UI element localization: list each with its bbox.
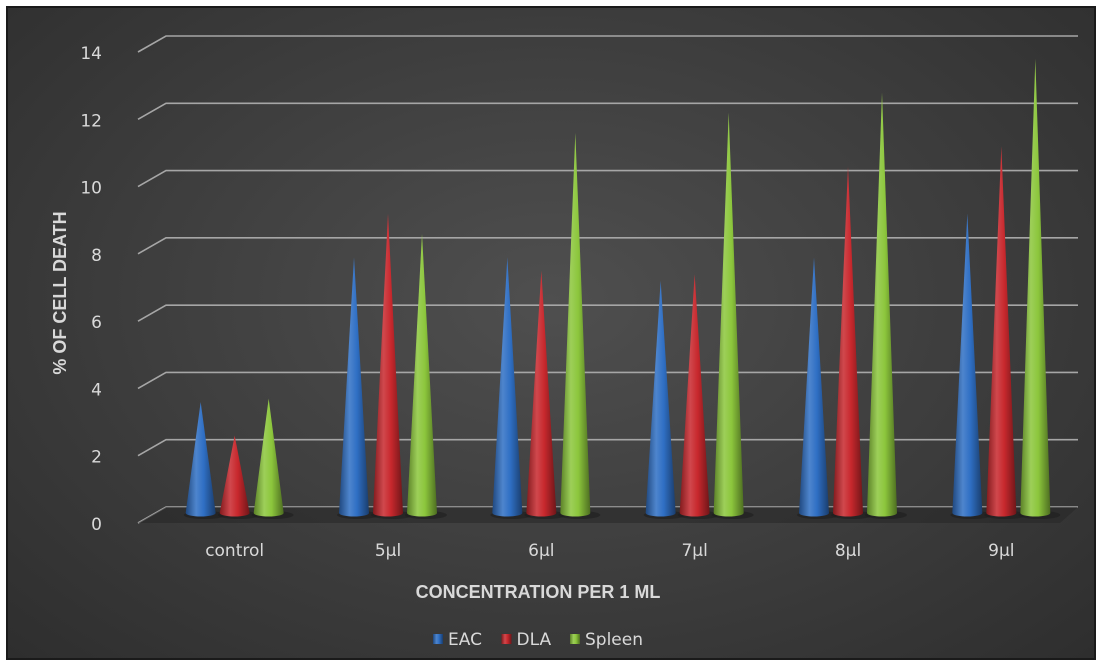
cone-dla-3 bbox=[677, 274, 720, 519]
legend-swatch bbox=[570, 634, 580, 644]
cone-eac-2 bbox=[490, 257, 533, 519]
legend-item-spleen: Spleen bbox=[570, 630, 643, 650]
cone-spleen-2 bbox=[558, 132, 601, 519]
cone-spleen-0 bbox=[251, 398, 294, 519]
cone-chart: 0 2 4 6 8 10 12 14 control 5µl 6µl 7µl 8µl 9µl CONCE… bbox=[50, 35, 1078, 650]
gridline bbox=[137, 35, 1078, 53]
cones bbox=[183, 58, 1061, 519]
cone-eac-3 bbox=[643, 280, 686, 519]
gridline bbox=[137, 169, 1078, 188]
cone-dla-1 bbox=[371, 213, 413, 519]
cone-eac-5 bbox=[950, 213, 993, 519]
x-category-label: 9µl bbox=[988, 541, 1014, 561]
cone-dla-5 bbox=[984, 146, 1027, 519]
cone-spleen-1 bbox=[405, 233, 447, 519]
y-tick-label: 2 bbox=[91, 448, 102, 468]
cone-spleen-5 bbox=[1018, 58, 1061, 519]
y-tick-label: 12 bbox=[80, 111, 102, 131]
cone-eac-1 bbox=[337, 257, 379, 519]
x-axis-categories: control 5µl 6µl 7µl 8µl 9µl bbox=[205, 541, 1014, 561]
cone-eac-4 bbox=[797, 257, 839, 519]
x-category-label: 8µl bbox=[835, 541, 861, 561]
cone-dla-4 bbox=[831, 166, 873, 519]
legend: EAC DLA Spleen bbox=[433, 630, 643, 650]
gridline bbox=[137, 438, 1078, 457]
cone-dla-0 bbox=[217, 435, 260, 519]
legend-item-dla: DLA bbox=[501, 630, 552, 650]
gridline bbox=[137, 237, 1078, 255]
y-tick-label: 0 bbox=[91, 515, 102, 535]
legend-swatch bbox=[501, 634, 512, 644]
gridlines bbox=[137, 35, 1078, 524]
x-category-label: control bbox=[205, 541, 264, 561]
y-tick-label: 4 bbox=[91, 380, 102, 400]
x-category-label: 5µl bbox=[375, 541, 401, 561]
x-axis-title: CONCENTRATION PER 1 ML bbox=[416, 582, 661, 602]
cone-spleen-3 bbox=[711, 112, 754, 519]
gridline bbox=[137, 371, 1078, 390]
y-tick-label: 8 bbox=[91, 246, 102, 266]
x-category-label: 7µl bbox=[681, 541, 707, 561]
cone-dla-2 bbox=[524, 270, 567, 519]
y-axis-title: % OF CELL DEATH bbox=[50, 211, 70, 374]
y-axis-ticks: 0 2 4 6 8 10 12 14 bbox=[80, 44, 102, 535]
legend-label: EAC bbox=[448, 630, 482, 650]
legend-swatch bbox=[433, 634, 443, 644]
gridline bbox=[137, 304, 1078, 322]
y-tick-label: 14 bbox=[80, 44, 102, 64]
chart-frame: 0 2 4 6 8 10 12 14 control 5µl 6µl 7µl 8µl 9µl CONCE… bbox=[6, 6, 1096, 660]
legend-label: DLA bbox=[517, 630, 552, 650]
y-tick-label: 10 bbox=[80, 179, 102, 199]
cone-eac-0 bbox=[183, 401, 226, 519]
cone-spleen-4 bbox=[865, 92, 907, 519]
legend-item-eac: EAC bbox=[433, 630, 482, 650]
legend-label: Spleen bbox=[585, 630, 643, 650]
y-tick-label: 6 bbox=[91, 313, 102, 333]
gridline bbox=[137, 102, 1078, 120]
x-category-label: 6µl bbox=[528, 541, 554, 561]
